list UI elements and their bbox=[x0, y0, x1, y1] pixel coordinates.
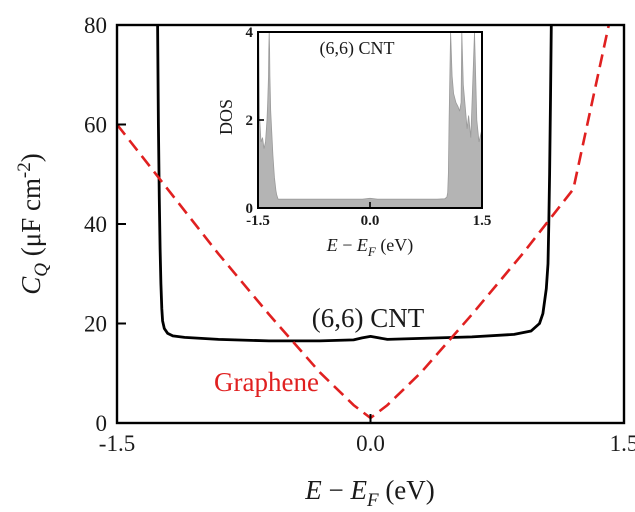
main-annotation-cnt: (6,6) CNT bbox=[312, 303, 425, 333]
inset-series-group bbox=[257, 31, 483, 209]
inset-background bbox=[258, 32, 482, 208]
inset-x-tick-label: 1.5 bbox=[473, 213, 492, 229]
x-tick-label: -1.5 bbox=[99, 431, 135, 456]
series-line-6-6-cnt bbox=[156, 25, 553, 343]
inset-title: (6,6) CNT bbox=[320, 38, 395, 59]
y-tick-label: 40 bbox=[84, 212, 107, 237]
inset-tick-group: -1.5 0.0 1.5 0 2 4 bbox=[246, 25, 492, 229]
inset-dos-area bbox=[257, 31, 483, 209]
x-tick-label: 1.5 bbox=[610, 431, 635, 456]
y-tick-label: 60 bbox=[84, 113, 107, 138]
inset-x-axis-label: E − EF (eV) bbox=[326, 235, 414, 259]
x-tick-label: 0.0 bbox=[356, 431, 385, 456]
main-x-axis-label: E − EF (eV) bbox=[304, 475, 435, 511]
main-annotation-graphene: Graphene bbox=[214, 367, 319, 397]
inset-plot: -1.5 0.0 1.5 0 2 4 (6,6) CNT DOS E − EF (eV) bbox=[216, 25, 491, 259]
inset-y-tick-label: 0 bbox=[246, 201, 254, 217]
inset-y-axis-label: DOS bbox=[216, 99, 236, 135]
y-tick-label: 80 bbox=[84, 13, 107, 38]
inset-x-tick-label: 0.0 bbox=[361, 213, 380, 229]
inset-x-tick-label: -1.5 bbox=[246, 213, 270, 229]
inset-y-tick-label: 4 bbox=[246, 25, 254, 41]
inset-y-tick-label: 2 bbox=[246, 113, 254, 129]
main-y-axis-label: CQ (μF cm-2) bbox=[14, 153, 52, 295]
y-tick-label: 20 bbox=[84, 312, 107, 337]
y-tick-label: 0 bbox=[96, 411, 108, 436]
